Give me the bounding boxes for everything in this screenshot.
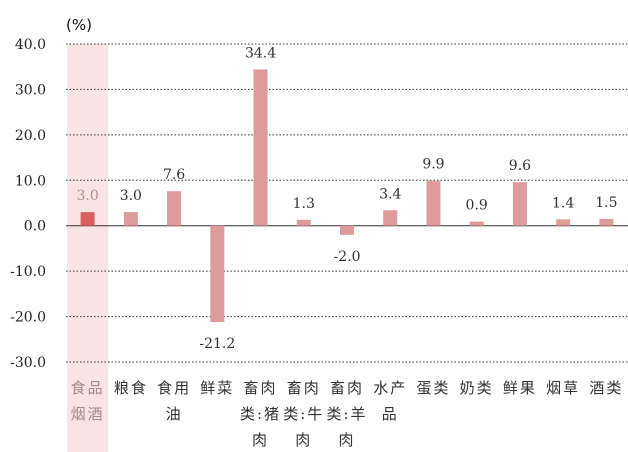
y-tick-label: 40.0: [15, 37, 46, 53]
bars: [80, 69, 614, 323]
category-label: 水产: [373, 379, 407, 397]
data-label: 1.5: [595, 195, 617, 211]
category-label: 奶类: [460, 379, 494, 397]
data-label: 34.4: [245, 45, 276, 61]
y-tick-label: -30.0: [10, 355, 46, 371]
data-label: 3.0: [76, 188, 98, 204]
data-label: 9.9: [422, 157, 444, 173]
category-label: 畜肉: [330, 379, 364, 397]
category-label: 烟酒: [71, 405, 105, 423]
category-label: 酒类: [589, 379, 623, 397]
bar: [512, 182, 527, 226]
category-label: 油: [166, 405, 183, 423]
category-label: 类:牛: [283, 405, 324, 423]
data-label: 1.4: [552, 195, 574, 211]
category-label: 畜肉: [244, 379, 278, 397]
highlight-band: [67, 44, 109, 452]
bar: [556, 219, 571, 226]
category-label: 肉: [338, 431, 355, 449]
y-tick-label: 10.0: [15, 173, 46, 189]
data-label: -2.0: [334, 249, 361, 265]
category-label: 类:猪: [240, 405, 281, 423]
bar: [296, 219, 311, 226]
category-label: 鲜果: [503, 379, 537, 397]
category-label: 鲜菜: [200, 379, 234, 397]
bar: [340, 225, 354, 235]
category-label: 食品: [71, 379, 105, 397]
y-tick-label: -20.0: [10, 310, 46, 326]
y-axis-ticks: 40.0 30.0 20.0 10.0 0.0 -10.0 -20.0 -30.0: [10, 37, 46, 371]
data-labels: 3.0 3.0 7.6 -21.2 34.4 1.3 -2.0 3.4 9.9 0.9 9.6 1.4…: [76, 45, 617, 352]
highlight-band-layer: [67, 44, 109, 452]
category-label: 食用: [157, 379, 191, 397]
data-label: -21.2: [199, 336, 235, 352]
y-axis-unit-label: (%): [66, 16, 92, 34]
bar: [167, 191, 182, 226]
bar: [599, 218, 614, 226]
data-label: 9.6: [509, 158, 531, 174]
category-label: 肉: [252, 431, 269, 449]
gridlines: [66, 43, 628, 363]
category-label: 类:羊: [326, 405, 367, 423]
y-tick-label: 30.0: [15, 82, 46, 98]
category-label: 蛋类: [416, 379, 450, 397]
y-tick-label: -10.0: [10, 264, 46, 280]
y-tick-label: 20.0: [15, 128, 46, 144]
category-label: 畜肉: [287, 379, 321, 397]
bar: [123, 212, 138, 226]
data-label: 3.0: [120, 188, 142, 204]
bar: [426, 180, 441, 226]
bar: [210, 225, 225, 323]
bar: [80, 212, 95, 226]
data-label: 1.3: [293, 196, 315, 212]
y-tick-label: 0.0: [24, 219, 46, 235]
data-label: 7.6: [163, 167, 185, 183]
category-label: 肉: [295, 431, 312, 449]
category-label: 品: [382, 405, 399, 423]
bar: [469, 221, 484, 226]
data-label: 0.9: [466, 198, 488, 214]
category-label: 烟草: [546, 379, 580, 397]
data-label: 3.4: [379, 186, 401, 202]
category-label: 粮食: [114, 379, 148, 397]
bar: [383, 210, 398, 226]
bar: [253, 69, 268, 226]
